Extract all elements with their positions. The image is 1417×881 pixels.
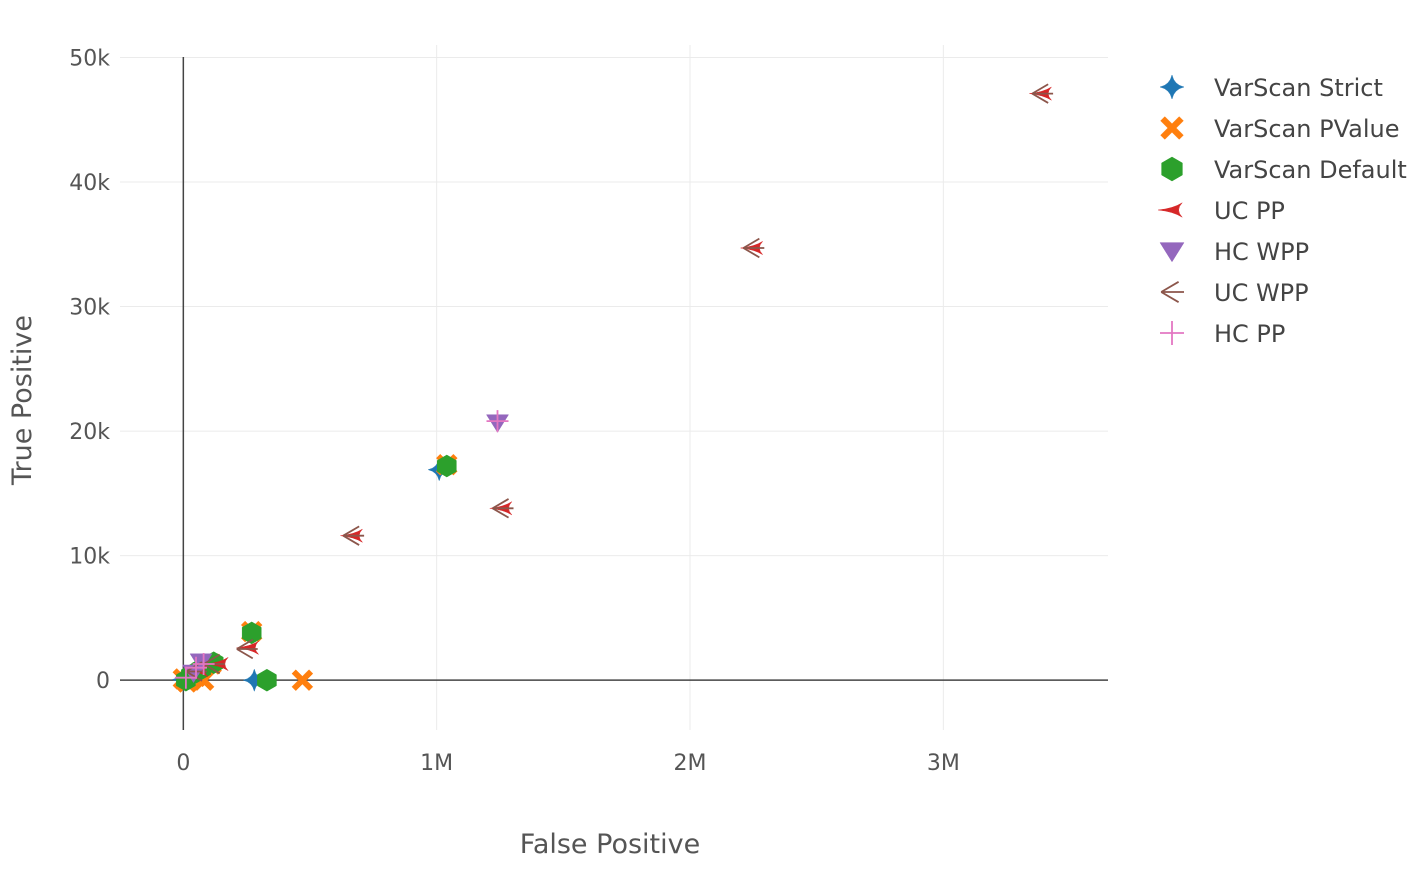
data-point-layer [172, 83, 1054, 693]
legend-label: HC WPP [1214, 238, 1309, 266]
data-point [236, 638, 258, 660]
y-tick-label: 10k [69, 545, 110, 570]
series-hc-pp [174, 410, 509, 689]
y-tick-label: 50k [69, 46, 110, 71]
legend-item: VarScan Default [1161, 156, 1407, 184]
y-axis-title: True Positive [7, 315, 38, 486]
series-uc-pp [185, 86, 1052, 678]
data-point [291, 669, 314, 692]
legend-symbol [1158, 202, 1183, 218]
y-tick-label: 30k [69, 296, 110, 321]
legend-label: HC PP [1214, 320, 1285, 348]
data-point [437, 454, 457, 478]
legend-item: VarScan Strict [1159, 74, 1383, 102]
legend-item: VarScan PValue [1160, 115, 1399, 143]
legend-symbol [1159, 242, 1185, 263]
axis-layer [120, 57, 1108, 730]
data-point [241, 621, 262, 645]
series-uc-wpp [185, 83, 1054, 682]
legend-symbol [1161, 156, 1183, 182]
data-point [492, 498, 514, 519]
series-hc-wpp [182, 414, 509, 684]
tick-label-layer: 0 10k 20k 30k 40k 50k 0 1M 2M 3M [69, 46, 960, 776]
x-tick-label: 1M [420, 751, 453, 776]
data-point [342, 525, 365, 546]
legend-label: UC PP [1214, 197, 1285, 225]
x-tick-label: 3M [927, 751, 960, 776]
legend-label: UC WPP [1214, 279, 1309, 307]
grid-layer [120, 45, 1108, 730]
data-point [1031, 83, 1054, 104]
legend-symbol [1160, 116, 1184, 140]
x-tick-label: 0 [176, 751, 190, 776]
legend-item: HC WPP [1159, 238, 1309, 266]
data-point [192, 653, 215, 675]
legend-symbol [1159, 74, 1185, 100]
y-tick-label: 20k [69, 420, 110, 445]
y-tick-label: 40k [69, 171, 110, 196]
data-point [236, 640, 259, 655]
x-tick-label: 2M [674, 751, 707, 776]
legend-label: VarScan Strict [1214, 74, 1383, 102]
legend-item: UC PP [1158, 197, 1285, 225]
data-point [257, 668, 277, 692]
data-point [486, 410, 509, 433]
y-tick-label: 0 [96, 669, 110, 694]
data-point [174, 666, 197, 689]
legend-label: VarScan Default [1214, 156, 1407, 184]
legend: VarScan Strict VarScan PValue VarScan Defa… [1158, 74, 1407, 348]
legend-item: HC PP [1160, 320, 1285, 348]
legend-symbol [1160, 321, 1184, 345]
legend-label: VarScan PValue [1214, 115, 1399, 143]
legend-symbol [1160, 281, 1184, 303]
legend-item: UC WPP [1160, 279, 1309, 307]
data-point [742, 237, 765, 259]
x-axis-title: False Positive [520, 829, 700, 860]
